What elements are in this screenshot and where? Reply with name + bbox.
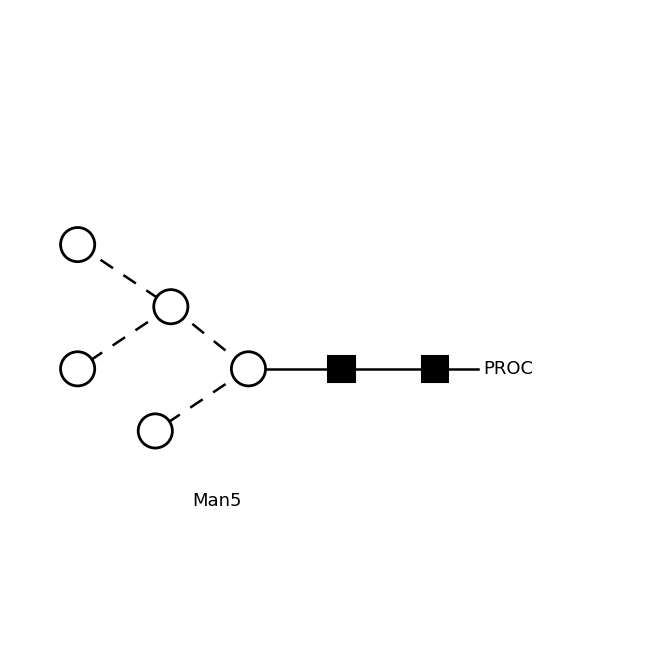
Circle shape (61, 352, 95, 386)
Text: PROC: PROC (484, 360, 534, 378)
Circle shape (138, 414, 172, 448)
Text: Man5: Man5 (193, 492, 242, 510)
Circle shape (154, 290, 188, 324)
Circle shape (61, 228, 95, 261)
Bar (329, 356, 355, 382)
Bar (422, 356, 448, 382)
Circle shape (232, 352, 265, 386)
